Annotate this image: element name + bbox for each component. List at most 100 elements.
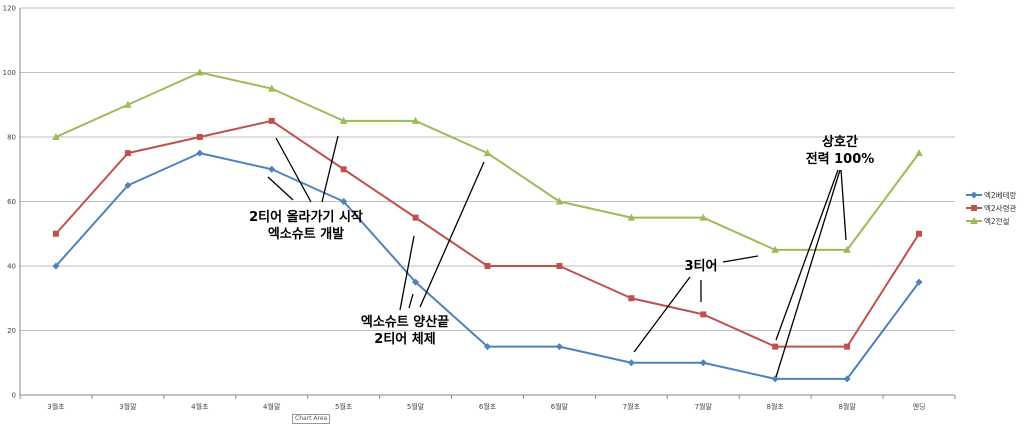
data-point	[700, 311, 707, 318]
series-line	[55, 71, 920, 251]
data-point	[124, 100, 132, 108]
data-point	[412, 214, 419, 221]
data-point	[484, 263, 491, 269]
x-tick-label: 5월초	[335, 402, 353, 411]
x-tick-label: 3월말	[119, 402, 137, 411]
annotation-tier3: 3티어	[685, 258, 718, 274]
data-point	[196, 149, 204, 157]
data-point	[268, 117, 275, 124]
y-tick-label: 60	[7, 198, 16, 206]
data-point	[771, 245, 779, 253]
annotation-arrow	[633, 276, 691, 353]
data-point	[268, 165, 276, 173]
series-1	[52, 149, 923, 383]
x-tick-label: 7월말	[695, 402, 713, 411]
y-tick-label: 20	[7, 327, 16, 335]
legend-label: 엑2베테랑	[984, 190, 1016, 200]
x-tick-label: 4월말	[263, 402, 281, 411]
data-point	[843, 375, 851, 383]
data-point	[556, 263, 563, 269]
x-tick-label: 3월초	[47, 402, 65, 411]
data-point	[412, 278, 420, 286]
data-point	[628, 295, 635, 302]
data-point	[52, 133, 60, 140]
annotation-exosuit-dev: 엑소슈트 개발	[268, 226, 344, 242]
data-point	[52, 230, 59, 237]
x-tick-label: 엔딩	[913, 402, 926, 411]
axes	[19, 8, 956, 399]
x-tick-label: 5월말	[407, 402, 425, 411]
legend-item-2[interactable]: 엑2사령관	[966, 203, 1016, 213]
data-point	[843, 245, 851, 253]
data-point	[267, 84, 276, 92]
data-point	[124, 150, 131, 157]
data-point	[970, 191, 978, 199]
annotation-arrow	[408, 293, 414, 309]
data-point	[339, 116, 348, 124]
x-axis-ticks: 3월초 3월말 4월초 4월말 5월초 5월말 6월초 6월말 7월초 7월말 8월초 8월말 엔딩	[47, 402, 925, 411]
legend-label: 엑2전설	[984, 216, 1010, 226]
gridlines	[20, 7, 955, 396]
data-point	[124, 181, 132, 189]
data-point	[970, 217, 978, 224]
data-point	[340, 166, 347, 173]
data-point	[916, 230, 923, 237]
data-point	[411, 116, 420, 124]
x-tick-label: 7월초	[623, 402, 641, 411]
data-point	[483, 149, 492, 157]
data-point	[340, 198, 348, 205]
x-tick-label: 4월초	[191, 402, 209, 411]
annotation-power-100: 전력 100%	[806, 151, 875, 167]
data-point	[555, 343, 563, 351]
data-point	[915, 278, 923, 286]
annotation-arrow	[275, 137, 312, 203]
data-point	[844, 343, 851, 350]
series-3	[52, 68, 923, 253]
chart-area-tooltip: Chart Area	[292, 414, 331, 424]
data-point	[971, 205, 977, 211]
data-point	[627, 359, 635, 367]
series-2	[52, 117, 923, 350]
annotation-arrow	[775, 169, 839, 341]
annotation-arrow	[399, 235, 415, 311]
annotation-arrow	[840, 169, 847, 241]
annotation-arrow	[775, 169, 841, 378]
y-axis-ticks: 0 20 40 60 80 100 120	[3, 5, 16, 400]
data-point	[627, 213, 636, 221]
x-tick-label: 8월초	[767, 402, 785, 411]
annotation-mutual: 상호간	[822, 134, 858, 150]
data-point	[915, 149, 923, 157]
y-tick-label: 40	[7, 263, 16, 271]
data-point	[196, 68, 204, 76]
annotation-arrow	[419, 161, 485, 308]
legend-item-3[interactable]: 엑2전설	[966, 216, 1010, 226]
y-tick-label: 80	[7, 134, 16, 142]
x-tick-label: 6월말	[551, 402, 569, 411]
annotation-arrow	[321, 135, 339, 203]
legend-label: 엑2사령관	[984, 203, 1016, 213]
series-layer	[52, 68, 923, 383]
data-point	[699, 213, 708, 221]
legend-item-1[interactable]: 엑2베테랑	[966, 190, 1016, 200]
y-tick-label: 100	[3, 69, 16, 77]
y-tick-label: 120	[3, 5, 16, 13]
annotation-tier2-system: 2티어 체제	[374, 331, 435, 347]
data-point	[196, 134, 203, 140]
annotation-arrows	[267, 135, 847, 378]
data-point	[484, 343, 491, 351]
data-point	[555, 197, 564, 205]
y-tick-label: 0	[12, 392, 16, 400]
annotation-tier2-start: 2티어 올라가기 시작	[249, 209, 363, 225]
annotation-exosuit-mass: 엑소슈트 양산끝	[361, 314, 449, 330]
data-point	[52, 262, 60, 270]
annotation-arrow	[722, 255, 759, 263]
x-tick-label: 8월말	[838, 402, 856, 411]
data-point	[772, 343, 779, 350]
data-point	[699, 359, 707, 367]
x-tick-label: 6월초	[479, 402, 497, 411]
data-point	[771, 375, 779, 383]
annotation-arrow	[267, 176, 294, 201]
